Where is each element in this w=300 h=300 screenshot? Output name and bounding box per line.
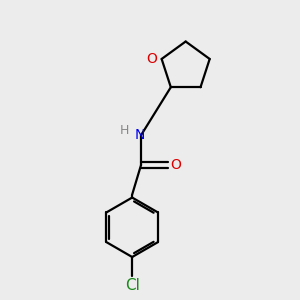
Text: H: H bbox=[120, 124, 129, 137]
Text: Cl: Cl bbox=[125, 278, 140, 293]
Text: O: O bbox=[170, 158, 181, 172]
Text: O: O bbox=[146, 52, 157, 66]
Text: N: N bbox=[134, 128, 145, 142]
